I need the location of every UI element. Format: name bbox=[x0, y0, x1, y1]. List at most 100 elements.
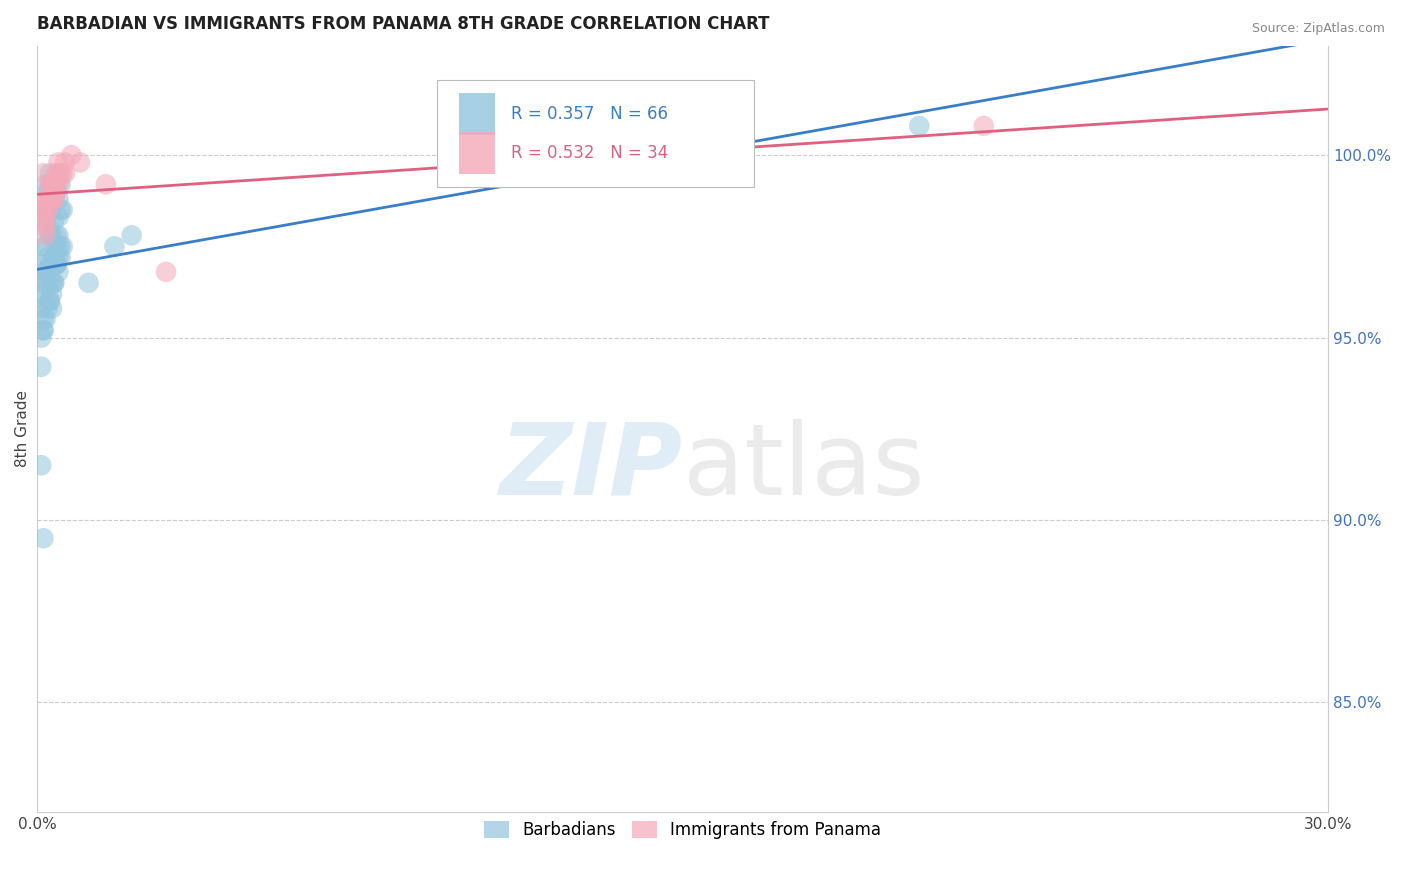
Point bbox=[32, 312, 55, 326]
Point bbox=[44, 192, 66, 206]
Point bbox=[34, 294, 56, 309]
Point bbox=[45, 239, 67, 253]
Point bbox=[32, 239, 55, 253]
Point bbox=[37, 301, 59, 316]
Point bbox=[103, 239, 125, 253]
Text: R = 0.357   N = 66: R = 0.357 N = 66 bbox=[510, 105, 668, 123]
Point bbox=[44, 214, 66, 228]
Point bbox=[32, 265, 55, 279]
Point bbox=[37, 185, 59, 199]
Point bbox=[30, 276, 52, 290]
Point bbox=[41, 192, 63, 206]
Point bbox=[52, 166, 75, 180]
Point bbox=[44, 178, 66, 192]
Point bbox=[44, 258, 66, 272]
Point bbox=[45, 258, 67, 272]
Point bbox=[37, 202, 59, 217]
Point bbox=[34, 239, 56, 253]
Point bbox=[32, 276, 55, 290]
Point bbox=[45, 178, 67, 192]
Point bbox=[44, 250, 66, 264]
Text: ZIP: ZIP bbox=[499, 418, 682, 516]
Point bbox=[38, 294, 60, 309]
Point bbox=[37, 202, 59, 217]
Point bbox=[30, 286, 52, 301]
Point bbox=[41, 192, 63, 206]
Point bbox=[48, 166, 70, 180]
Point bbox=[48, 210, 70, 224]
Text: BARBADIAN VS IMMIGRANTS FROM PANAMA 8TH GRADE CORRELATION CHART: BARBADIAN VS IMMIGRANTS FROM PANAMA 8TH … bbox=[37, 15, 769, 33]
Point bbox=[38, 178, 60, 192]
Point bbox=[155, 265, 177, 279]
Point bbox=[38, 258, 60, 272]
Point bbox=[52, 202, 75, 217]
Point bbox=[908, 119, 931, 133]
Point bbox=[49, 239, 72, 253]
Point bbox=[48, 239, 70, 253]
Point bbox=[38, 178, 60, 192]
Text: R = 0.532   N = 34: R = 0.532 N = 34 bbox=[510, 145, 668, 162]
Point bbox=[48, 155, 70, 169]
Point bbox=[77, 276, 100, 290]
Point bbox=[60, 148, 83, 162]
Point bbox=[41, 228, 63, 243]
Point bbox=[37, 192, 59, 206]
Point bbox=[37, 221, 59, 235]
Point bbox=[30, 359, 52, 374]
Point bbox=[94, 178, 117, 192]
Point bbox=[34, 312, 56, 326]
Point bbox=[44, 276, 66, 290]
Point bbox=[38, 294, 60, 309]
Point bbox=[44, 276, 66, 290]
Point bbox=[32, 166, 55, 180]
Point bbox=[45, 258, 67, 272]
Point bbox=[49, 202, 72, 217]
Point bbox=[49, 250, 72, 264]
Point bbox=[37, 276, 59, 290]
Point bbox=[53, 166, 76, 180]
Point bbox=[30, 330, 52, 344]
Point bbox=[44, 192, 66, 206]
Bar bbox=[460, 93, 495, 136]
Point bbox=[34, 214, 56, 228]
Point bbox=[30, 458, 52, 473]
Point bbox=[48, 250, 70, 264]
Point bbox=[34, 178, 56, 192]
Point bbox=[41, 258, 63, 272]
Point bbox=[45, 185, 67, 199]
Legend: Barbadians, Immigrants from Panama: Barbadians, Immigrants from Panama bbox=[477, 814, 889, 846]
Point bbox=[41, 286, 63, 301]
Point bbox=[45, 166, 67, 180]
Point bbox=[48, 178, 70, 192]
Point bbox=[121, 228, 143, 243]
Text: atlas: atlas bbox=[682, 418, 924, 516]
Bar bbox=[460, 132, 495, 175]
Point bbox=[49, 178, 72, 192]
FancyBboxPatch shape bbox=[437, 80, 754, 187]
Point bbox=[34, 265, 56, 279]
Point bbox=[32, 323, 55, 337]
Point bbox=[38, 228, 60, 243]
Point bbox=[32, 323, 55, 337]
Point bbox=[34, 221, 56, 235]
Point bbox=[34, 214, 56, 228]
Y-axis label: 8th Grade: 8th Grade bbox=[15, 391, 30, 467]
Point bbox=[52, 239, 75, 253]
Point bbox=[973, 119, 995, 133]
Point bbox=[48, 228, 70, 243]
Point bbox=[37, 192, 59, 206]
Point bbox=[41, 301, 63, 316]
Point bbox=[30, 258, 52, 272]
Point bbox=[32, 202, 55, 217]
Point bbox=[32, 531, 55, 545]
Point bbox=[38, 202, 60, 217]
Point bbox=[48, 265, 70, 279]
Point bbox=[37, 250, 59, 264]
Point bbox=[34, 228, 56, 243]
Point bbox=[38, 166, 60, 180]
Point bbox=[41, 276, 63, 290]
Point bbox=[41, 192, 63, 206]
Point bbox=[32, 214, 55, 228]
Point bbox=[30, 301, 52, 316]
Point bbox=[34, 192, 56, 206]
